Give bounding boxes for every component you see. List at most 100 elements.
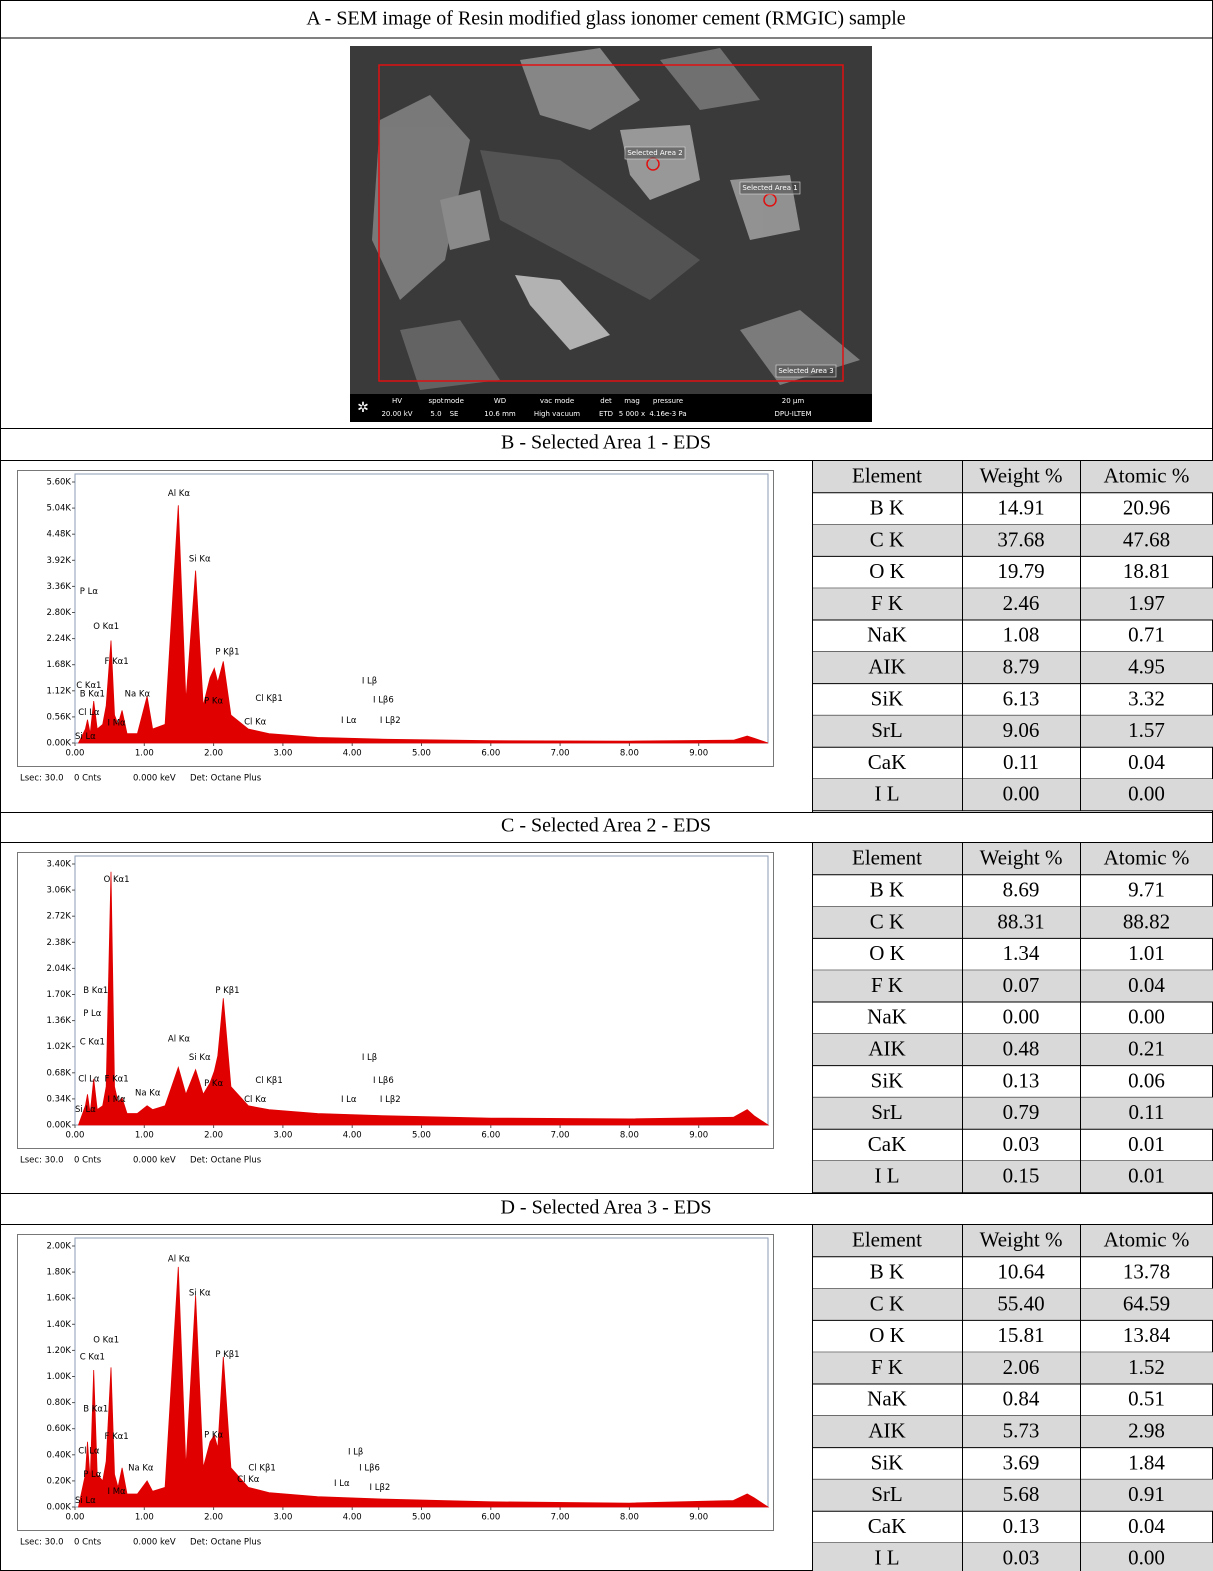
table-cell: 3.69 bbox=[1003, 1450, 1040, 1474]
table-cell: 0.00 bbox=[1003, 1005, 1040, 1029]
info-header: HV bbox=[392, 397, 402, 405]
table-cell: 1.57 bbox=[1128, 718, 1165, 742]
table-cell: 15.81 bbox=[997, 1323, 1044, 1347]
table-cell: 20.96 bbox=[1123, 496, 1170, 520]
table-cell: 0.71 bbox=[1128, 623, 1165, 647]
x-tick-label: 7.00 bbox=[551, 749, 570, 759]
table-cell: SrL bbox=[871, 1100, 903, 1124]
table-cell: B K bbox=[870, 878, 904, 902]
y-tick-label: 4.48K bbox=[47, 530, 72, 540]
table-cell: SiK bbox=[871, 686, 904, 710]
x-tick-label: 0.00 bbox=[66, 749, 85, 759]
table-cell: I L bbox=[874, 1546, 899, 1570]
peak-label: I Lβ6 bbox=[373, 696, 394, 706]
y-tick-label: 0.34K bbox=[47, 1094, 72, 1104]
y-tick-label: 5.60K bbox=[47, 478, 72, 488]
area-label: Selected Area 2 bbox=[627, 149, 682, 157]
info-value: 5 000 x bbox=[619, 410, 645, 418]
x-tick-label: 3.00 bbox=[273, 749, 292, 759]
peak-label: Cl Kβ1 bbox=[255, 694, 282, 704]
table-cell: O K bbox=[869, 941, 905, 965]
section-title: A - SEM image of Resin modified glass io… bbox=[306, 8, 905, 30]
x-tick-label: 1.00 bbox=[135, 1513, 154, 1523]
x-tick-label: 6.00 bbox=[481, 1131, 500, 1141]
peak-label: I Lβ2 bbox=[370, 1483, 391, 1493]
peak-label: Al Kα bbox=[168, 1255, 190, 1265]
peak-label: Na Kα bbox=[125, 690, 151, 700]
y-tick-label: 0.00K bbox=[47, 739, 72, 749]
info-value: ETD bbox=[599, 410, 613, 418]
x-tick-label: 4.00 bbox=[343, 1513, 362, 1523]
info-header: pressure bbox=[653, 397, 683, 405]
table-cell: 0.11 bbox=[1003, 750, 1039, 774]
table-header: Element bbox=[852, 846, 922, 870]
x-tick-label: 6.00 bbox=[481, 1513, 500, 1523]
area-label: Selected Area 1 bbox=[742, 184, 797, 192]
table-cell: I L bbox=[874, 782, 899, 806]
section-title: D - Selected Area 3 - EDS bbox=[500, 1197, 711, 1219]
table-cell: 1.34 bbox=[1003, 941, 1040, 965]
y-tick-label: 0.60K bbox=[47, 1424, 72, 1434]
y-tick-label: 0.56K bbox=[47, 712, 72, 722]
info-value: DPU-ILTEM bbox=[775, 410, 812, 418]
y-tick-label: 1.20K bbox=[47, 1346, 72, 1356]
peak-label: P Kβ1 bbox=[215, 648, 239, 658]
footer-text: 0.000 keV bbox=[133, 1538, 176, 1548]
table-cell: 2.98 bbox=[1128, 1419, 1165, 1443]
info-value: 5.0 bbox=[430, 410, 441, 418]
y-tick-label: 3.06K bbox=[47, 886, 72, 896]
info-value: SE bbox=[450, 410, 459, 418]
table-cell: 1.52 bbox=[1128, 1355, 1165, 1379]
table-cell: F K bbox=[871, 591, 903, 615]
table-cell: 19.79 bbox=[997, 559, 1044, 583]
table-cell: 0.04 bbox=[1128, 973, 1165, 997]
y-tick-label: 1.12K bbox=[47, 686, 72, 696]
table-cell: 0.03 bbox=[1003, 1546, 1040, 1570]
table-header: Element bbox=[852, 1228, 922, 1252]
table-cell: 0.00 bbox=[1003, 782, 1040, 806]
peak-label: I Mα bbox=[108, 1487, 127, 1497]
table-cell: B K bbox=[870, 496, 904, 520]
table-cell: 0.13 bbox=[1003, 1514, 1040, 1538]
table-cell: O K bbox=[869, 559, 905, 583]
x-tick-label: 4.00 bbox=[343, 1131, 362, 1141]
table-cell: F K bbox=[871, 1355, 903, 1379]
footer-text: 0.000 keV bbox=[133, 774, 176, 784]
table-cell: 0.51 bbox=[1128, 1387, 1165, 1411]
x-tick-label: 8.00 bbox=[620, 749, 639, 759]
y-tick-label: 5.04K bbox=[47, 504, 72, 514]
table-cell: 88.82 bbox=[1123, 909, 1170, 933]
peak-label: O Kα1 bbox=[104, 875, 130, 885]
peak-label: Si Kα bbox=[189, 554, 211, 564]
y-tick-label: 1.60K bbox=[47, 1294, 72, 1304]
peak-label: F Kα1 bbox=[104, 657, 128, 667]
peak-label: P Kα bbox=[204, 697, 223, 707]
info-header: det bbox=[600, 397, 612, 405]
x-tick-label: 6.00 bbox=[481, 749, 500, 759]
x-tick-label: 2.00 bbox=[204, 1513, 223, 1523]
table-cell: 37.68 bbox=[997, 527, 1044, 551]
peak-label: O Kα1 bbox=[93, 622, 119, 632]
y-tick-label: 2.00K bbox=[47, 1242, 72, 1252]
table-cell: 0.00 bbox=[1128, 782, 1165, 806]
table-cell: NaK bbox=[867, 1387, 907, 1411]
peak-label: Si Lα bbox=[75, 732, 96, 742]
y-tick-label: 1.40K bbox=[47, 1320, 72, 1330]
y-tick-label: 0.68K bbox=[47, 1068, 72, 1078]
peak-label: I Lβ6 bbox=[373, 1076, 394, 1086]
table-cell: 8.69 bbox=[1003, 878, 1040, 902]
table-cell: B K bbox=[870, 1260, 904, 1284]
peak-label: I Mα bbox=[108, 718, 127, 728]
table-cell: 14.91 bbox=[997, 496, 1044, 520]
peak-label: P Kβ1 bbox=[215, 986, 239, 996]
peak-label: P Kβ1 bbox=[215, 1350, 239, 1360]
table-header: Weight % bbox=[980, 846, 1063, 870]
table-cell: 10.64 bbox=[997, 1260, 1045, 1284]
peak-label: B Kα1 bbox=[83, 1405, 108, 1415]
peak-label: I Mα bbox=[108, 1095, 127, 1105]
y-tick-label: 2.04K bbox=[47, 964, 72, 974]
table-cell: I L bbox=[874, 1164, 899, 1188]
info-header: vac mode bbox=[540, 397, 574, 405]
peak-label: I Lβ bbox=[362, 677, 377, 687]
table-cell: 1.97 bbox=[1128, 591, 1165, 615]
